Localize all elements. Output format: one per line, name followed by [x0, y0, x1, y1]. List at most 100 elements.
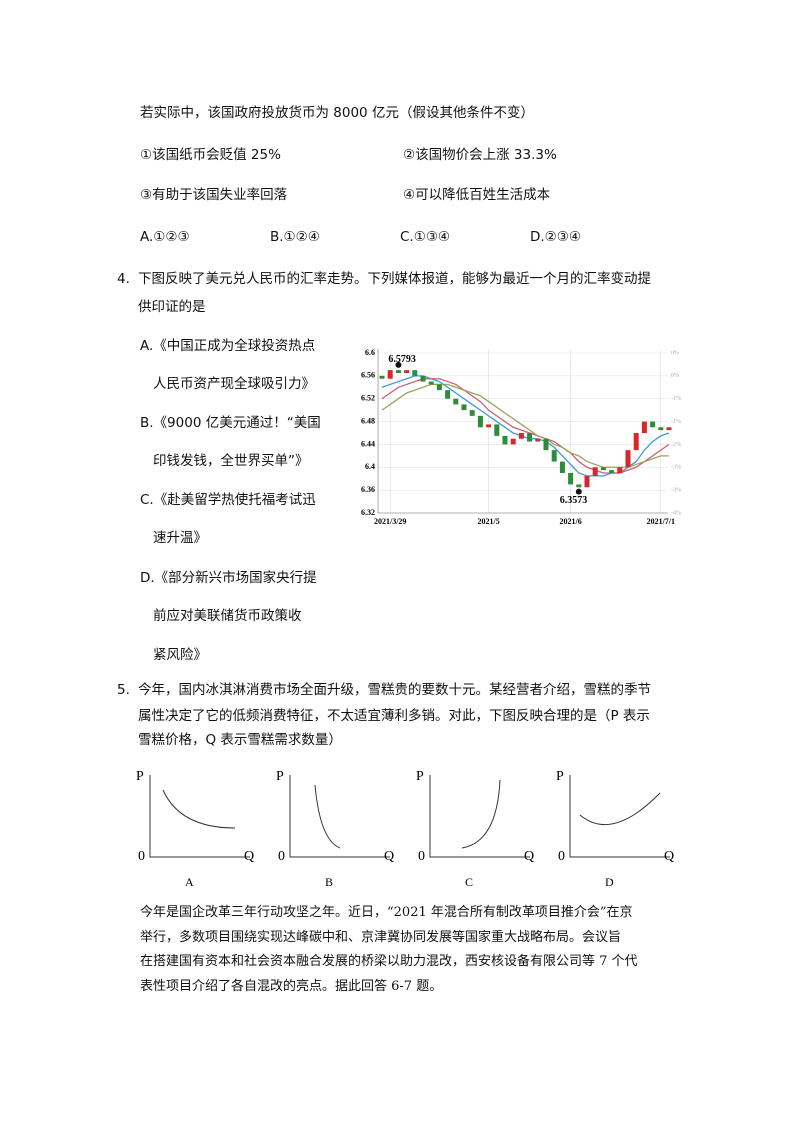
passage-line: 举行，多数项目围绕实现达峰碳中和、京津冀协同发展等国家重大战略布局。会议旨 — [140, 930, 622, 945]
candle — [461, 404, 467, 411]
axes — [149, 775, 250, 858]
candle — [420, 375, 426, 382]
axis-q: Q — [384, 849, 394, 864]
axes — [569, 775, 670, 858]
candle — [535, 438, 541, 442]
y-tick-label: 6.52 — [361, 394, 375, 403]
axis-p: P — [136, 769, 144, 784]
extreme-dot — [575, 488, 582, 495]
candle — [633, 433, 639, 451]
candle — [609, 470, 615, 473]
statement: ①该国纸币会贬值 25% — [140, 147, 281, 163]
curve — [461, 779, 501, 849]
caption: C — [465, 875, 473, 889]
x-tick-label: 2021/6 — [559, 517, 581, 526]
axis-q: Q — [524, 849, 534, 864]
x-tick-label: 2021/7/1 — [647, 517, 675, 526]
candle — [486, 424, 492, 428]
option: D.《部分新兴市场国家央行提 — [140, 570, 317, 586]
option: 紧风险》 — [153, 647, 207, 663]
y-tick-label: 6.48 — [361, 416, 375, 425]
x-tick-label: 2021/5 — [477, 517, 499, 526]
axis-frame — [377, 349, 668, 514]
candle — [428, 381, 434, 385]
candle — [494, 424, 500, 436]
y-tick-label: 6.6 — [365, 348, 375, 357]
right-label: -3% — [671, 465, 681, 471]
statement: ④可以降低百姓生活成本 — [403, 187, 551, 203]
choice: B.①②④ — [270, 229, 320, 245]
origin: 0 — [278, 849, 285, 864]
curve — [162, 789, 236, 829]
x-tick-label: 2021/3/29 — [374, 517, 406, 526]
axis-q: Q — [244, 849, 254, 864]
statement: ③有助于该国失业率回落 — [140, 187, 288, 203]
y-tick-label: 6.44 — [361, 439, 375, 448]
candle — [404, 370, 410, 373]
axis-p: P — [276, 769, 284, 784]
candle — [436, 384, 442, 391]
candle — [543, 438, 549, 451]
caption: B — [325, 875, 333, 889]
candle — [625, 450, 631, 468]
caption: A — [185, 875, 194, 889]
right-label: -4% — [671, 510, 681, 516]
question-number: 4. — [117, 271, 130, 287]
candle — [559, 461, 565, 473]
candle — [641, 421, 647, 433]
choice: C.①③④ — [400, 229, 451, 245]
origin: 0 — [558, 849, 565, 864]
option: C.《赴美留学热使托福考试迅 — [140, 492, 316, 508]
axis-p: P — [416, 769, 424, 784]
candle — [568, 473, 574, 485]
annotation: 6.3573 — [560, 495, 588, 506]
passage-line: 表性项目介绍了各自混改的亮点。据此回答 6-7 题。 — [140, 979, 443, 994]
candle — [658, 427, 664, 431]
candle — [551, 450, 557, 462]
candle — [502, 435, 508, 445]
passage-line: 在搭建国有资本和社会资本融合发展的桥梁以助力混改，西安核设备有限公司等 7 个代 — [140, 954, 638, 969]
choice: D.②③④ — [530, 229, 581, 245]
question-text: 今年，国内冰淇淋消费市场全面升级，雪糕贵的要数十元。某经营者介绍，雪糕的季节 — [138, 682, 651, 698]
option: 印钱发钱，全世界买单”》 — [153, 453, 309, 469]
option: B.《9000 亿美元通过！“美国 — [140, 415, 321, 431]
axis-q: Q — [664, 849, 674, 864]
annotation: 6.5793 — [388, 354, 416, 365]
option: A.《中国正成为全球投资热点 — [140, 338, 316, 354]
axes — [429, 775, 530, 858]
option: 人民币资产现全球吸引力》 — [153, 376, 315, 392]
candle — [445, 390, 451, 399]
extreme-dot — [395, 361, 402, 368]
candle — [453, 398, 459, 405]
caption: D — [605, 875, 614, 889]
candle — [527, 433, 533, 442]
candle — [518, 433, 524, 439]
right-label: -1% — [671, 396, 681, 402]
option: 速升温》 — [153, 530, 207, 546]
axes — [289, 775, 390, 858]
curve — [314, 784, 341, 849]
question-number: 5. — [117, 682, 130, 698]
candle — [666, 427, 672, 431]
candle — [387, 370, 393, 379]
candle — [592, 467, 598, 476]
right-label: -3% — [671, 488, 681, 494]
axis-p: P — [556, 769, 564, 784]
candle — [477, 415, 483, 428]
y-tick-label: 6.4 — [365, 462, 375, 471]
candle — [650, 421, 656, 428]
passage-line: 今年是国企改革三年行动攻坚之年。近日，“2021 年混合所有制改革项目推介会”在… — [140, 905, 633, 920]
candle — [510, 438, 516, 445]
question-text: 雪糕价格，Q 表示雪糕需求数量） — [138, 732, 342, 748]
question-text: 下图反映了美元兑人民币的汇率走势。下列媒体报道，能够为最近一个月的汇率变动提 — [138, 271, 651, 287]
origin: 0 — [418, 849, 425, 864]
curve — [579, 792, 661, 826]
candle — [469, 410, 475, 416]
right-label: -2% — [671, 442, 681, 448]
choice: A.①②③ — [140, 229, 190, 245]
option: 前应对美联储货币政策收 — [153, 608, 302, 624]
y-tick-label: 6.56 — [361, 371, 375, 380]
candle — [617, 467, 623, 473]
candle — [412, 370, 418, 376]
right-label: 0% — [671, 373, 679, 379]
